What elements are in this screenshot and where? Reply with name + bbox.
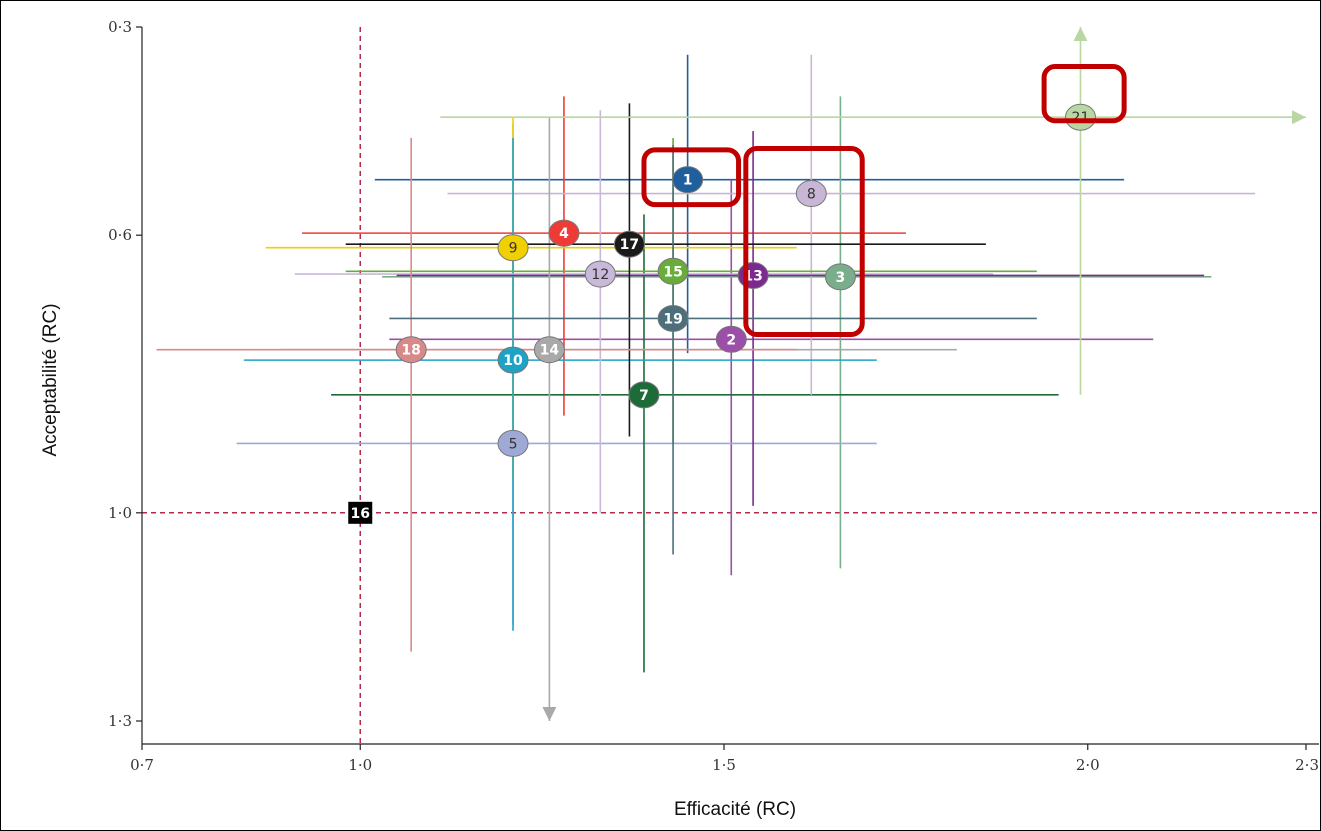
point-marker xyxy=(657,257,689,285)
point-label: 5 xyxy=(509,436,518,452)
reference-square-marker xyxy=(348,501,373,524)
point-marker xyxy=(497,429,529,457)
point-label: 9 xyxy=(509,241,518,257)
point-label: 15 xyxy=(663,264,682,280)
y-tick-label: 0·3 xyxy=(108,18,132,36)
y-tick-label: 0·6 xyxy=(108,226,132,244)
y-tick-label: 1·3 xyxy=(108,712,132,730)
point-label: 8 xyxy=(807,187,816,203)
x-axis-title: Efficacité (RC) xyxy=(674,799,796,820)
point-label: 18 xyxy=(401,343,420,359)
y-axis-title: Acceptabilité (RC) xyxy=(40,303,61,456)
point-label: 1 xyxy=(683,173,693,189)
x-tick-label: 0·7 xyxy=(130,756,154,774)
x-error-arrow xyxy=(1292,110,1306,125)
point-label: 16 xyxy=(351,506,370,522)
point-marker xyxy=(715,325,747,353)
point-label: 12 xyxy=(591,267,609,283)
point-label: 10 xyxy=(503,353,523,369)
point-marker xyxy=(824,263,856,291)
highlight-boxes xyxy=(641,64,1127,337)
point-label: 7 xyxy=(639,388,649,404)
point-marker xyxy=(795,180,827,208)
point-marker xyxy=(672,166,704,194)
point-marker xyxy=(548,219,580,247)
point-marker xyxy=(628,381,660,409)
point-marker xyxy=(613,230,645,258)
highlight-box xyxy=(641,147,742,208)
error-bars xyxy=(156,27,1306,721)
x-tick-label: 2·3 xyxy=(1295,756,1319,774)
point-marker xyxy=(657,304,689,332)
point-label: 19 xyxy=(663,311,682,327)
point-marker xyxy=(533,336,565,364)
point-label: 3 xyxy=(836,270,846,286)
point-marker xyxy=(497,346,529,374)
x-tick-label: 2·0 xyxy=(1076,756,1100,774)
point-label: 4 xyxy=(559,226,569,242)
point-marker xyxy=(1064,103,1096,131)
point-label: 14 xyxy=(540,343,560,359)
x-tick-label: 1·5 xyxy=(712,756,736,774)
point-label: 17 xyxy=(620,237,639,253)
y-error-arrow xyxy=(1073,27,1088,41)
highlight-box xyxy=(1041,64,1127,124)
point-marker xyxy=(497,234,529,262)
point-label: 2 xyxy=(726,332,736,348)
y-error-arrow xyxy=(542,707,557,721)
point-marker xyxy=(584,260,616,288)
point-marker xyxy=(395,336,427,364)
x-tick-label: 1·0 xyxy=(348,756,372,774)
highlight-box xyxy=(743,145,865,337)
axes: 0·3 0·6 1·0 1·3 0·7 1·0 1·5 2·0 2·3 xyxy=(108,18,1319,774)
y-tick-label: 1·0 xyxy=(108,504,132,522)
